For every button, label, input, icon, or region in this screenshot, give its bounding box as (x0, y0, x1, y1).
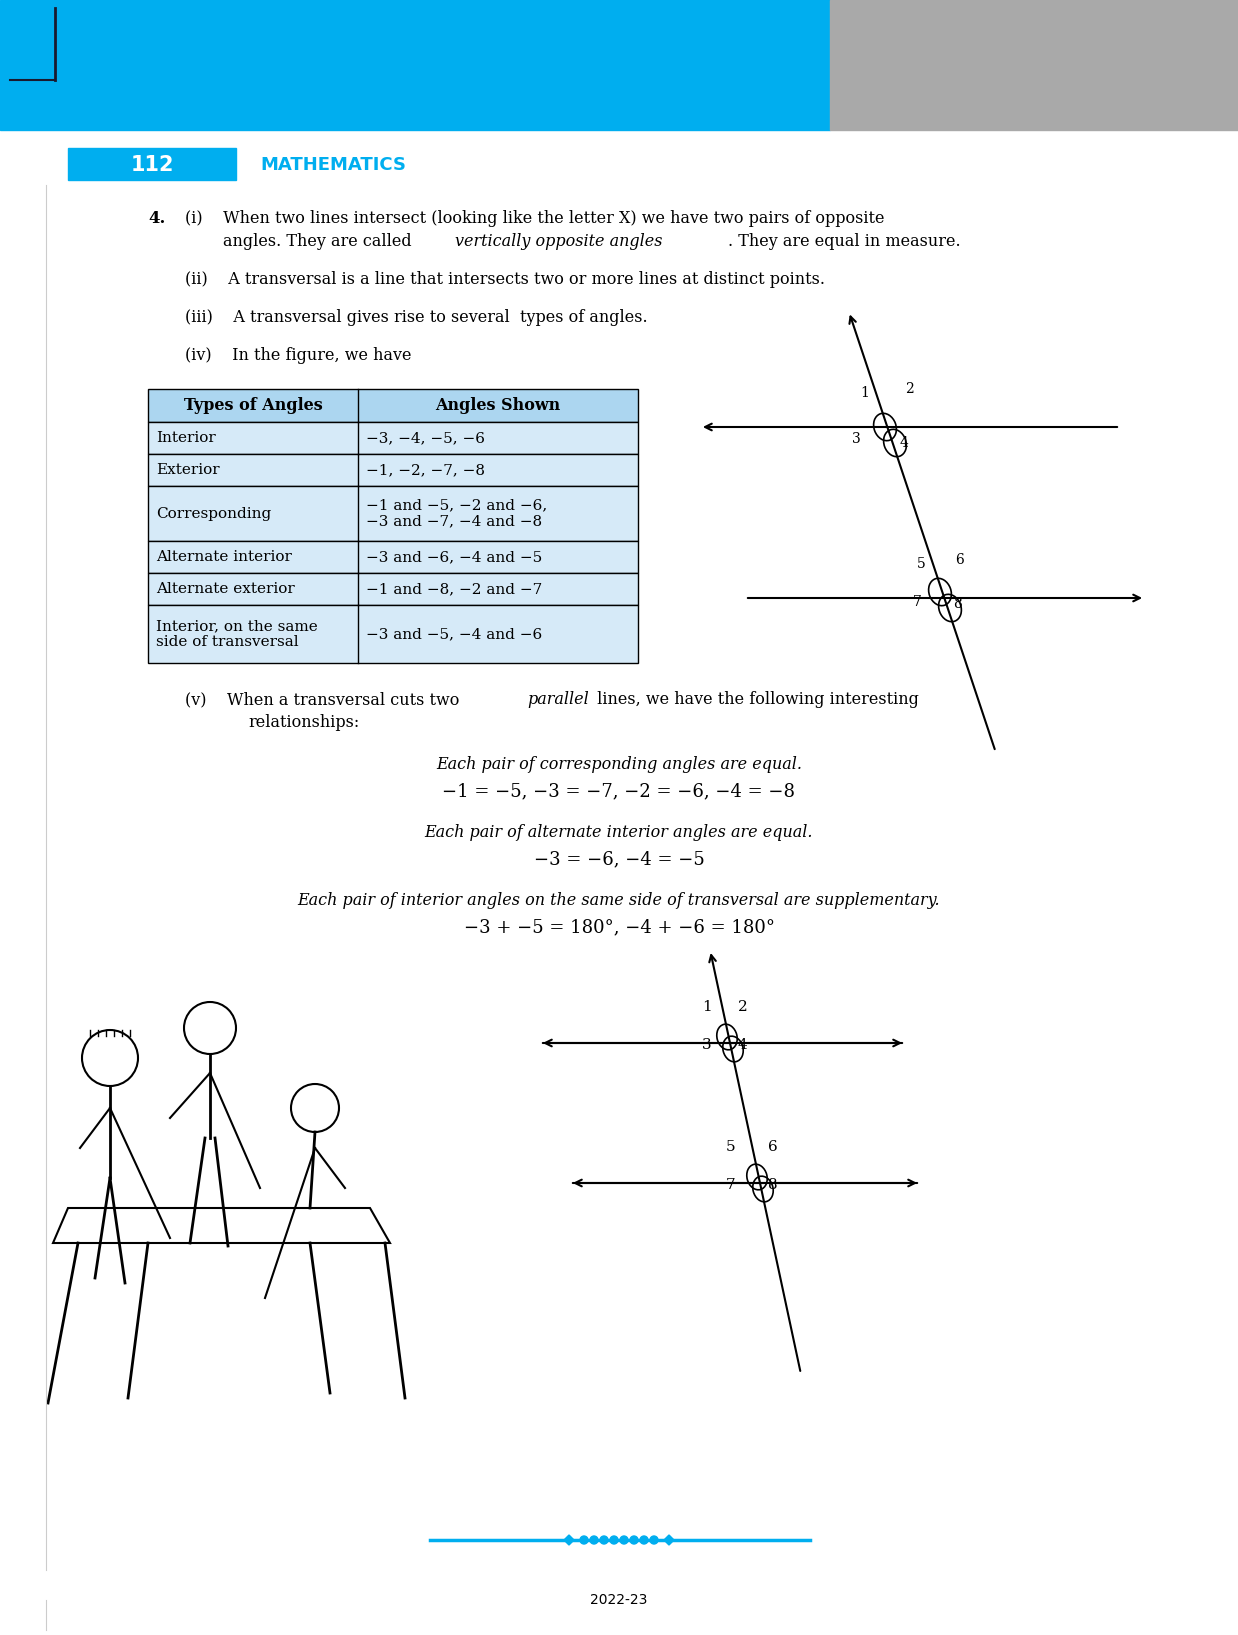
Circle shape (291, 1084, 339, 1131)
Text: −1 and −5, −2 and −6,
−3 and −7, −4 and −8: −1 and −5, −2 and −6, −3 and −7, −4 and … (366, 499, 547, 528)
Bar (149, 455, 638, 486)
Text: (iii)    A transversal gives rise to several  types of angles.: (iii) A transversal gives rise to severa… (184, 309, 647, 325)
Text: 5: 5 (725, 1140, 735, 1154)
Circle shape (620, 1535, 628, 1543)
Text: 3: 3 (702, 1038, 712, 1051)
Text: (ii)    A transversal is a line that intersects two or more lines at distinct po: (ii) A transversal is a line that inters… (184, 271, 825, 288)
Text: 2: 2 (738, 1001, 748, 1014)
Text: Angles Shown: Angles Shown (436, 397, 561, 414)
Circle shape (591, 1535, 598, 1543)
Text: −3 and −6, −4 and −5: −3 and −6, −4 and −5 (366, 549, 542, 564)
Circle shape (579, 1535, 588, 1543)
Text: (iv)    In the figure, we have: (iv) In the figure, we have (184, 347, 411, 365)
Circle shape (610, 1535, 618, 1543)
Text: 112: 112 (130, 155, 173, 175)
Text: 3: 3 (852, 432, 860, 446)
Text: Alternate interior: Alternate interior (156, 549, 292, 564)
Polygon shape (53, 1208, 390, 1243)
Text: 7: 7 (912, 595, 922, 608)
Polygon shape (565, 1535, 574, 1545)
Text: (i)    When two lines intersect (looking like the letter X) we have two pairs of: (i) When two lines intersect (looking li… (184, 209, 884, 227)
Text: 2022-23: 2022-23 (591, 1592, 647, 1607)
Circle shape (184, 1002, 236, 1055)
Text: Each pair of interior angles on the same side of transversal are supplementary.: Each pair of interior angles on the same… (297, 893, 941, 909)
Bar (149, 572, 638, 605)
Text: angles. They are called: angles. They are called (223, 234, 417, 250)
Bar (149, 422, 638, 455)
Text: −1, −2, −7, −8: −1, −2, −7, −8 (366, 463, 485, 477)
Text: Interior: Interior (156, 432, 215, 445)
Text: vertically opposite angles: vertically opposite angles (456, 234, 662, 250)
Text: 1: 1 (702, 1001, 712, 1014)
Text: −3 = −6, −4 = −5: −3 = −6, −4 = −5 (534, 850, 704, 868)
Bar (149, 486, 638, 541)
Bar (149, 605, 638, 664)
Text: 1: 1 (860, 386, 869, 401)
Text: −3 + −5 = 180°, −4 + −6 = 180°: −3 + −5 = 180°, −4 + −6 = 180° (463, 917, 775, 935)
Circle shape (600, 1535, 608, 1543)
Text: lines, we have the following interesting: lines, we have the following interesting (592, 692, 919, 708)
Text: 2: 2 (905, 383, 914, 396)
Text: parallel: parallel (527, 692, 589, 708)
Text: Exterior: Exterior (156, 463, 219, 477)
Text: 6: 6 (768, 1140, 777, 1154)
Text: Alternate exterior: Alternate exterior (156, 582, 295, 597)
Circle shape (650, 1535, 659, 1543)
Text: 8: 8 (953, 597, 962, 611)
Polygon shape (664, 1535, 673, 1545)
Text: 4.: 4. (149, 209, 166, 227)
Text: 7: 7 (725, 1177, 735, 1192)
Text: 6: 6 (954, 553, 963, 567)
Circle shape (82, 1030, 137, 1086)
Text: Each pair of corresponding angles are equal.: Each pair of corresponding angles are eq… (436, 755, 802, 773)
Text: MATHEMATICS: MATHEMATICS (260, 155, 406, 173)
Text: 4: 4 (738, 1038, 748, 1051)
Circle shape (640, 1535, 647, 1543)
Circle shape (630, 1535, 638, 1543)
Text: Types of Angles: Types of Angles (183, 397, 322, 414)
Bar (829, 0, 1238, 131)
Bar (149, 541, 638, 572)
Text: 8: 8 (768, 1177, 777, 1192)
Text: Corresponding: Corresponding (156, 507, 271, 520)
Text: −1 and −8, −2 and −7: −1 and −8, −2 and −7 (366, 582, 542, 597)
Text: Each pair of alternate interior angles are equal.: Each pair of alternate interior angles a… (425, 824, 813, 840)
Bar (0, 0, 829, 131)
Text: −3 and −5, −4 and −6: −3 and −5, −4 and −6 (366, 626, 542, 641)
Text: 5: 5 (917, 558, 926, 571)
Text: relationships:: relationships: (248, 714, 359, 731)
Text: 4: 4 (900, 437, 909, 450)
Text: Interior, on the same
side of transversal: Interior, on the same side of transversa… (156, 620, 318, 649)
Text: . They are equal in measure.: . They are equal in measure. (728, 234, 961, 250)
Bar (68, 149, 236, 180)
Text: −1 = −5, −3 = −7, −2 = −6, −4 = −8: −1 = −5, −3 = −7, −2 = −6, −4 = −8 (442, 782, 796, 800)
Text: (v)    When a transversal cuts two: (v) When a transversal cuts two (184, 692, 464, 708)
Text: −3, −4, −5, −6: −3, −4, −5, −6 (366, 432, 485, 445)
Bar (149, 389, 638, 422)
